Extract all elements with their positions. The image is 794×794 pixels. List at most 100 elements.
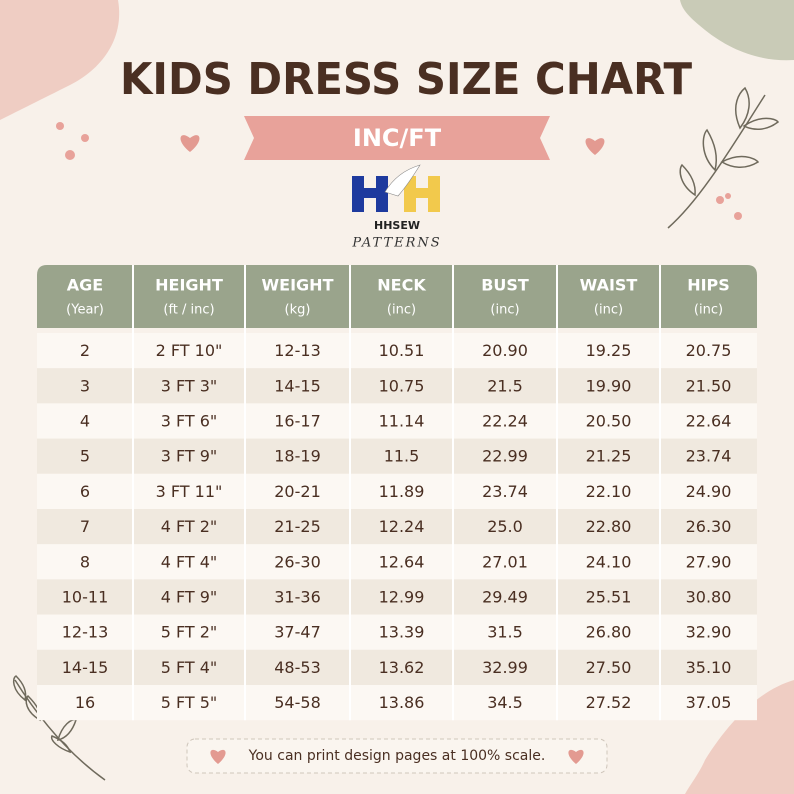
cell: 11.14: [379, 412, 425, 431]
cell: 11.89: [379, 482, 425, 501]
row-bg: [37, 473, 757, 509]
heart: [180, 135, 200, 152]
row-bg: [37, 438, 757, 474]
cell: 16: [75, 693, 95, 712]
footer-box: [186, 738, 608, 774]
cell: 26.30: [686, 517, 732, 536]
heart: [210, 749, 226, 764]
cell: 22.64: [686, 412, 732, 431]
title: KIDS DRESS SIZE CHART: [120, 54, 692, 105]
column-label: BUST: [481, 276, 529, 295]
cell: 4 FT 4": [161, 552, 218, 571]
cell: 13.39: [379, 623, 425, 642]
logo-name: HHSEW: [374, 219, 420, 232]
row-bg: [37, 614, 757, 650]
cell: 10.75: [379, 376, 425, 395]
cell: 34.5: [487, 693, 523, 712]
row-bg: [37, 649, 757, 685]
cell: 12.64: [379, 552, 425, 571]
row-bg: [37, 368, 757, 404]
cell: 22.99: [482, 447, 528, 466]
cell: 4 FT 9": [161, 588, 218, 607]
row-bg: [37, 333, 757, 369]
column-label: NECK: [377, 276, 426, 295]
column-label: WEIGHT: [262, 276, 334, 295]
cell: 37.05: [686, 693, 732, 712]
row-bg: [37, 685, 757, 721]
cell: 31-36: [274, 588, 321, 607]
leaf-branch: [12, 86, 780, 781]
cell: 54-58: [274, 693, 321, 712]
cell: 4: [80, 412, 90, 431]
cell: 29.49: [482, 588, 528, 607]
cell: 2: [80, 341, 90, 360]
column-unit: (ft / inc): [163, 303, 214, 318]
cell: 27.01: [482, 552, 528, 571]
cell: 5 FT 4": [161, 658, 218, 677]
logo-tagline: PATTERNS: [351, 236, 441, 251]
column-unit: (inc): [594, 303, 623, 318]
cell: 3 FT 11": [156, 482, 223, 501]
cell: 12.24: [379, 517, 425, 536]
cell: 21.50: [686, 376, 732, 395]
cell: 19.90: [586, 376, 632, 395]
cell: 21-25: [274, 517, 321, 536]
cell: 13.86: [379, 693, 425, 712]
cell: 2 FT 10": [156, 341, 223, 360]
cell: 21.5: [487, 376, 523, 395]
cell: 7: [80, 517, 90, 536]
cell: 27.52: [586, 693, 632, 712]
column-unit: (Year): [66, 303, 104, 318]
cell: 35.10: [686, 658, 732, 677]
cell: 24.90: [686, 482, 732, 501]
heart: [568, 749, 584, 764]
footer-note: You can print design pages at 100% scale…: [248, 748, 546, 764]
cell: 26.80: [586, 623, 632, 642]
cell: 24.10: [586, 552, 632, 571]
cell: 26-30: [274, 552, 321, 571]
column-unit: (kg): [285, 303, 311, 318]
cell: 14-15: [274, 376, 321, 395]
cell: 48-53: [274, 658, 321, 677]
cell: 12.99: [379, 588, 425, 607]
cell: 22.24: [482, 412, 528, 431]
cell: 31.5: [487, 623, 523, 642]
cell: 10.51: [379, 341, 425, 360]
column-label: HIPS: [687, 276, 730, 295]
cell: 13.62: [379, 658, 425, 677]
cell: 14-15: [62, 658, 109, 677]
column-unit: (inc): [694, 303, 723, 318]
cell: 6: [80, 482, 90, 501]
column-label: HEIGHT: [155, 276, 223, 295]
cell: 20-21: [274, 482, 321, 501]
cell: 23.74: [482, 482, 528, 501]
cell: 18-19: [274, 447, 321, 466]
cell: 30.80: [686, 588, 732, 607]
cell: 20.90: [482, 341, 528, 360]
column-unit: (inc): [490, 303, 519, 318]
cell: 23.74: [686, 447, 732, 466]
row-bg: [37, 544, 757, 580]
subtitle: INC/FT: [353, 124, 442, 152]
cell: 3 FT 6": [161, 412, 218, 431]
cell: 12-13: [62, 623, 109, 642]
cell: 4 FT 2": [161, 517, 218, 536]
cell: 10-11: [62, 588, 109, 607]
cell: 27.50: [586, 658, 632, 677]
column-label: WAIST: [580, 276, 638, 295]
cell: 3 FT 9": [161, 447, 218, 466]
row-bg: [37, 509, 757, 545]
cell: 32.99: [482, 658, 528, 677]
cell: 22.80: [586, 517, 632, 536]
dots: [56, 122, 742, 220]
cell: 20.50: [586, 412, 632, 431]
cell: 5 FT 2": [161, 623, 218, 642]
row-bg: [37, 403, 757, 439]
blob-bottom-right: [685, 680, 794, 794]
cell: 12-13: [274, 341, 321, 360]
cell: 19.25: [586, 341, 632, 360]
cell: 27.90: [686, 552, 732, 571]
cell: 25.0: [487, 517, 523, 536]
cell: 16-17: [274, 412, 321, 431]
header-bg: [37, 265, 757, 328]
